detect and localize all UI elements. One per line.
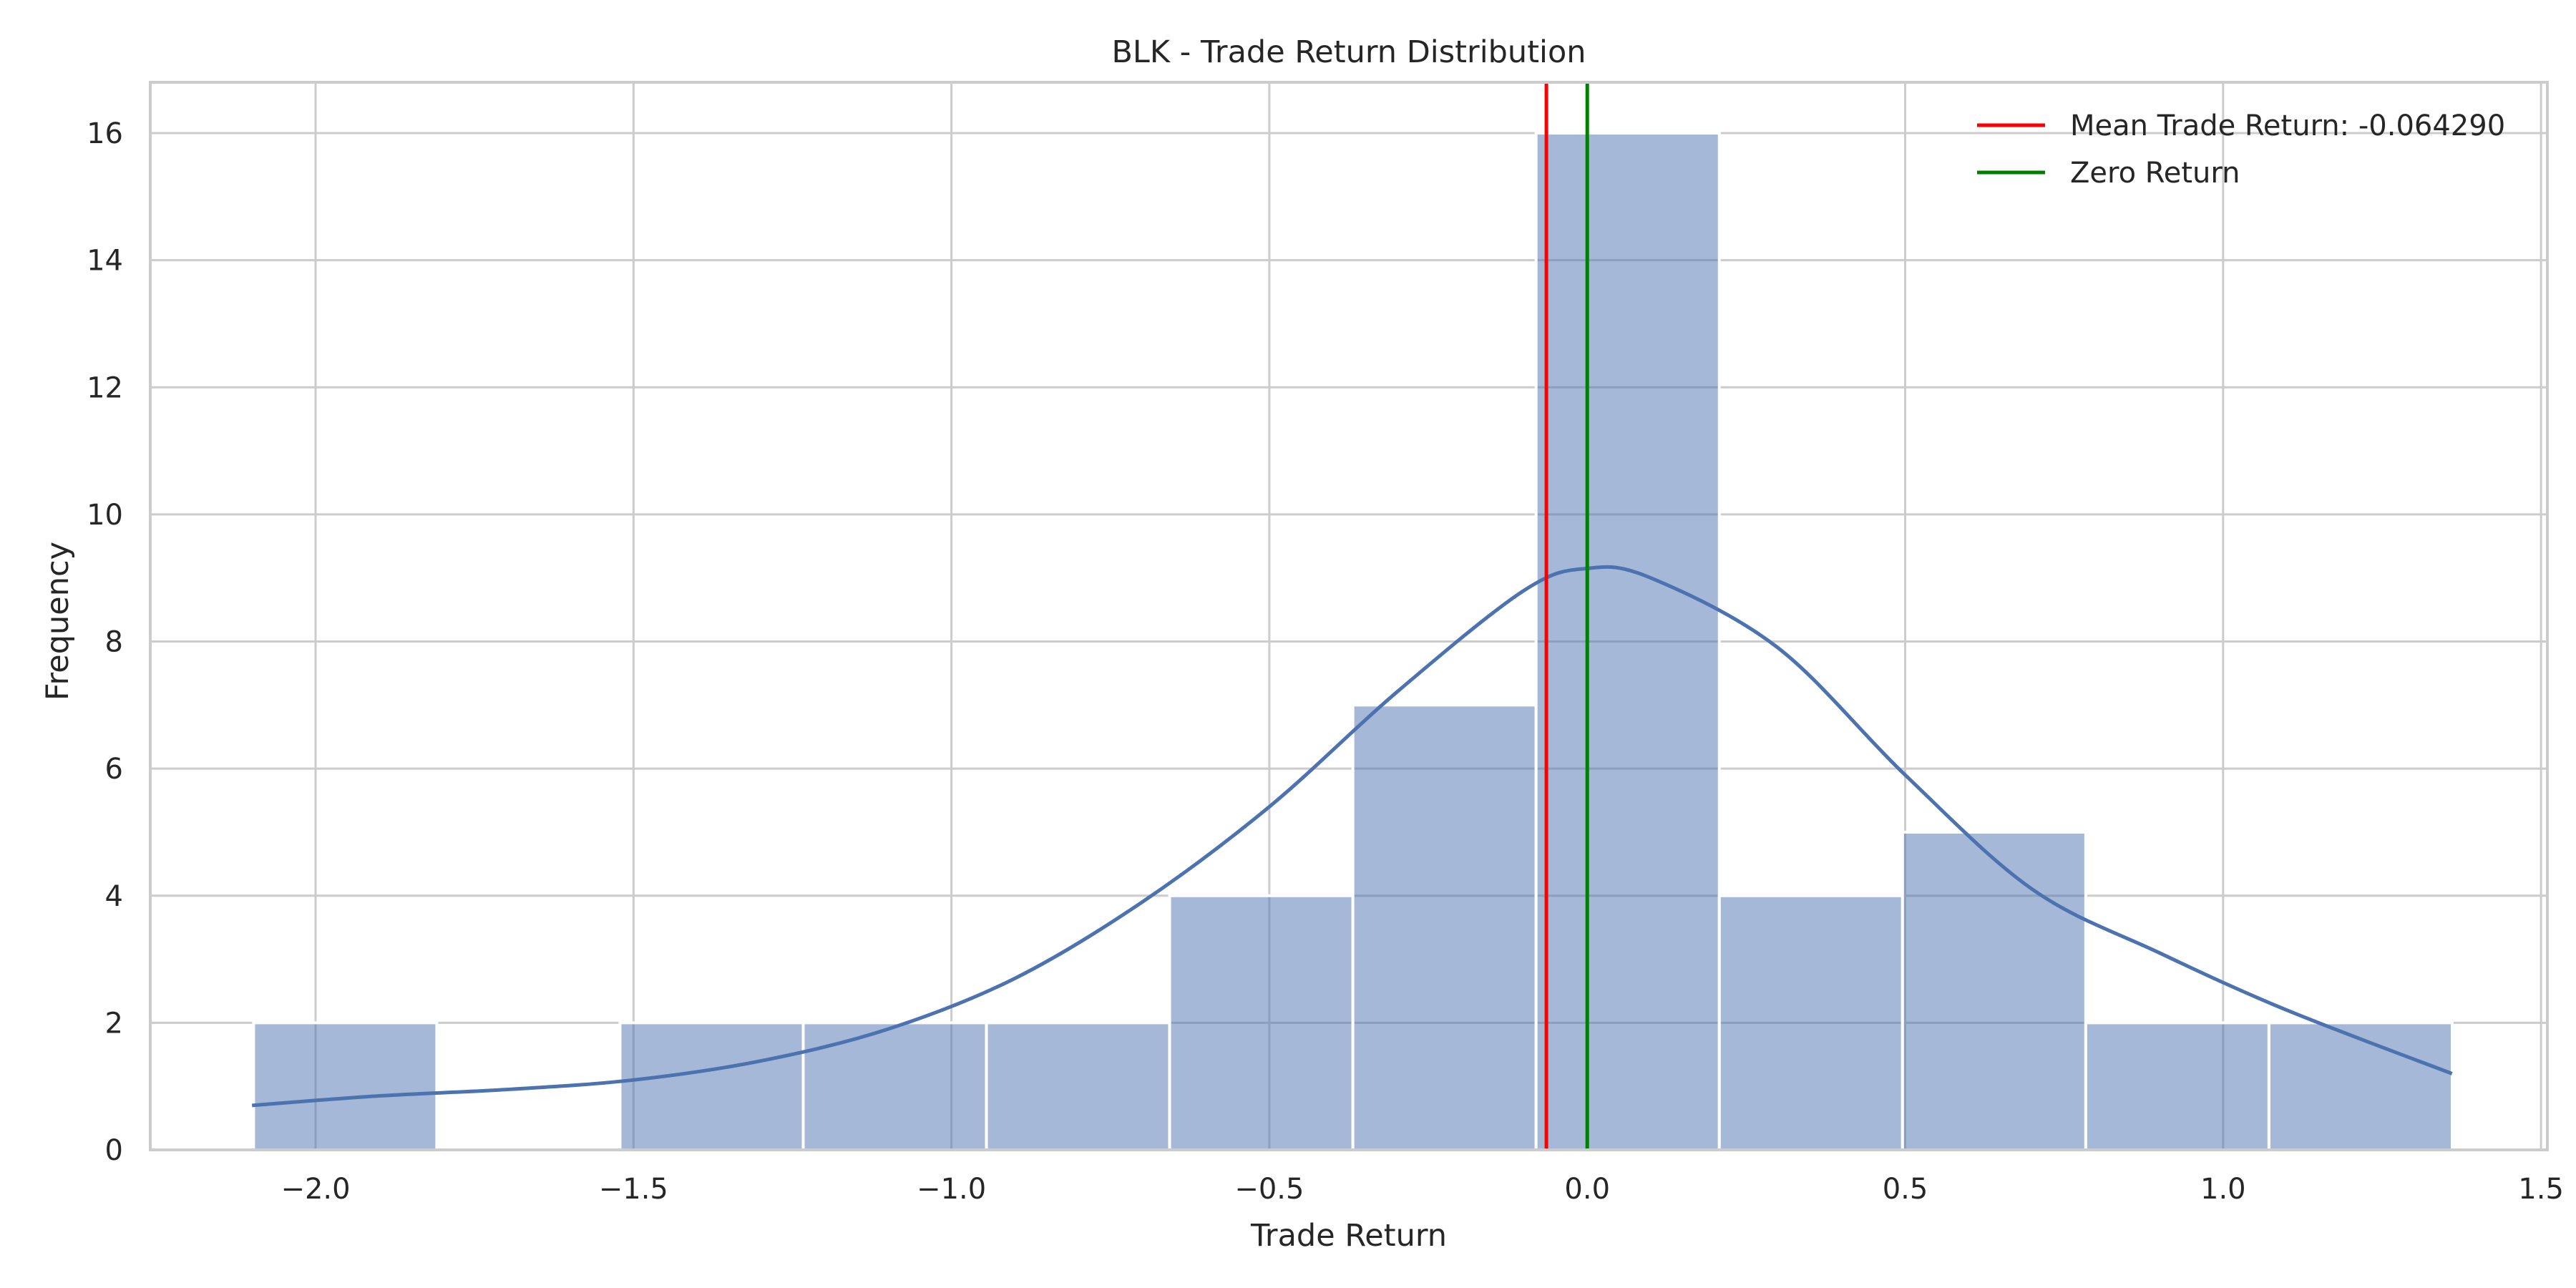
- histogram-bar: [801, 1021, 988, 1152]
- legend-label-mean: Mean Trade Return: -0.064290: [2070, 109, 2505, 142]
- x-tick-label: −0.5: [1234, 1173, 1304, 1206]
- histogram-bar: [1901, 830, 2087, 1151]
- y-tick-label: 16: [87, 117, 123, 150]
- histogram-bar: [985, 1021, 1171, 1152]
- histogram-bar: [2267, 1021, 2454, 1152]
- legend-label-zero: Zero Return: [2070, 157, 2240, 190]
- y-tick-label: 14: [87, 245, 123, 278]
- x-tick-label: −1.5: [599, 1173, 668, 1206]
- plot-frame: [149, 81, 2549, 1151]
- x-tick-label: −2.0: [280, 1173, 350, 1206]
- y-tick-label: 4: [105, 880, 123, 913]
- histogram-bar: [252, 1021, 439, 1152]
- y-tick-label: 8: [105, 626, 123, 659]
- x-tick-label: 0.5: [1883, 1173, 1928, 1206]
- x-tick-labels: −2.0 −1.5 −1.0 −0.5 0.0 0.5 1.0 1.5: [280, 1173, 2563, 1206]
- x-tick-label: −1.0: [917, 1173, 986, 1206]
- kde-curve-group: [251, 565, 2453, 1108]
- x-tick-label: 0.0: [1564, 1173, 1610, 1206]
- chart-title: BLK - Trade Return Distribution: [1111, 34, 1586, 70]
- y-axis-label: Frequency: [40, 542, 76, 701]
- histogram-bar: [1717, 894, 1904, 1152]
- y-tick-label: 0: [105, 1134, 123, 1167]
- x-tick-label: 1.0: [2200, 1173, 2246, 1206]
- x-axis-label: Trade Return: [1250, 1218, 1447, 1254]
- x-tick-label: 1.5: [2518, 1173, 2564, 1206]
- histogram-bar: [1168, 894, 1355, 1152]
- histogram-bar: [1534, 132, 1721, 1152]
- reference-lines: [1544, 82, 1589, 1150]
- y-tick-label: 12: [87, 371, 123, 404]
- y-tick-labels: 0 2 4 6 8 10 12 14 16: [87, 117, 123, 1167]
- legend: Mean Trade Return: -0.064290 Zero Return: [1977, 109, 2505, 190]
- y-tick-label: 6: [105, 753, 123, 786]
- y-tick-label: 2: [105, 1007, 123, 1040]
- histogram-bar: [1351, 703, 1538, 1151]
- kde-curve: [251, 565, 2453, 1108]
- histogram-bar: [2084, 1021, 2270, 1152]
- histogram-bar: [618, 1021, 805, 1152]
- y-tick-label: 10: [87, 499, 123, 532]
